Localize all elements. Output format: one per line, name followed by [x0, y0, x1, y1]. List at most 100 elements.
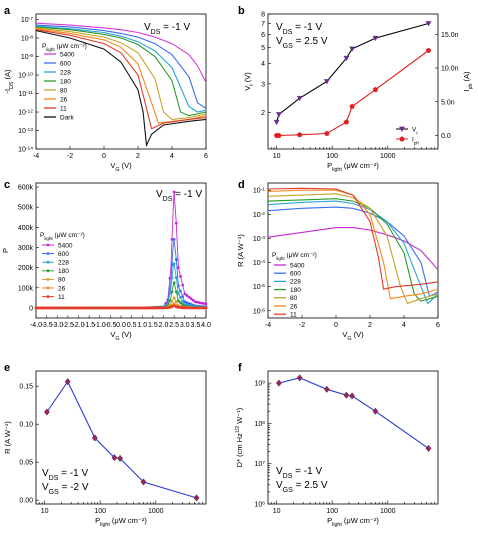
series-point-11: [187, 306, 191, 310]
series-point-5400: [181, 283, 185, 287]
series-point-11: [36, 306, 40, 310]
series-point-5400: [202, 302, 206, 305]
series-point-iph: [349, 103, 355, 109]
x-tick-label: 0.0: [116, 322, 126, 329]
series-point-11: [168, 305, 172, 309]
x-tick-label: -2: [67, 153, 73, 160]
series-point-5400: [174, 221, 178, 225]
y-tick-label: 7: [261, 21, 265, 28]
y-tick-label: 10-13: [18, 127, 33, 136]
series-line-26: [267, 189, 439, 300]
y2-tick-label: 5.0n: [441, 99, 455, 106]
y-tick-label: 500k: [18, 205, 34, 212]
y2-tick-label: 10.0n: [441, 66, 459, 73]
y-tick-label: 0.00: [19, 498, 33, 505]
panel-c: -4.0-3.5-3.0-2.5-2.0-1.5-1.0-0.5 0.0 0.5 1.…: [1, 182, 211, 342]
x-tick-label: 1.5: [148, 322, 158, 329]
series-point-11: [57, 306, 61, 310]
series-line-vt: [276, 22, 429, 123]
x-tick-label: -2.5: [62, 322, 74, 329]
legend-label: 11: [58, 294, 65, 301]
y-tick-label: 10-14: [18, 145, 33, 154]
series-point-11: [68, 306, 72, 310]
series-line-600: [35, 24, 207, 109]
series-point-r: [193, 494, 200, 502]
x-tick-label: 100: [326, 153, 338, 160]
series-point-11: [121, 306, 125, 310]
series-point-180: [176, 299, 180, 303]
x-axis-label: Plight (μW cm⁻²): [327, 161, 379, 173]
x-tick-label: 2: [368, 322, 372, 329]
x-axis-label: VG (V): [342, 330, 364, 342]
y-tick-label: 0.15: [19, 384, 33, 391]
series-point-180: [174, 290, 178, 294]
annotation-vgs: VGS = -2 V: [42, 482, 89, 496]
series-point-iph: [343, 119, 350, 125]
series-point-iph: [276, 132, 282, 138]
series-point-5400: [185, 294, 189, 297]
legend-label: 180: [60, 78, 71, 85]
y-tick-label: 0.10: [19, 422, 33, 429]
annotation: VDS = -1 V: [156, 189, 202, 203]
series-point-11: [108, 306, 112, 310]
annotation-vds: VDS = -1 V: [42, 468, 88, 482]
series-point-vt: [343, 55, 350, 62]
legend-label: 11: [290, 312, 297, 319]
x-tick-label: 6: [204, 153, 208, 160]
series-point-11: [145, 306, 148, 310]
annotation-vgs: VGS = 2.5 V: [276, 480, 328, 494]
series-point-11: [34, 306, 38, 310]
x-tick-label: 1000: [380, 153, 396, 160]
series-point-11: [193, 306, 197, 310]
series-point-iph: [372, 86, 379, 92]
y-tick-label: 300k: [18, 245, 34, 252]
x-tick-label: 2.5: [169, 322, 179, 329]
y-tick-label: 10-1: [253, 186, 265, 195]
series-line-11: [267, 187, 439, 290]
x-tick-label: 0: [334, 322, 338, 329]
series-point-11: [87, 306, 91, 310]
series-point-dstar: [343, 391, 350, 399]
series-point-11: [43, 306, 46, 310]
series-point-5400: [183, 292, 187, 296]
series-point-228: [174, 276, 178, 280]
series-line-180: [267, 198, 439, 302]
legend-label: 26: [60, 96, 68, 103]
series-point-11: [96, 306, 100, 310]
series-point-180: [181, 303, 185, 306]
legend-label: 80: [58, 277, 66, 284]
annotation: VDS = -1 V: [144, 22, 190, 36]
series-point-600: [170, 263, 174, 267]
series-point-11: [47, 306, 51, 310]
x-tick-label: 1000: [380, 508, 396, 515]
panel-letter-c: c: [4, 179, 10, 191]
series-point-11: [198, 306, 202, 310]
series-point-dstar: [296, 374, 303, 382]
series-point-dstar: [349, 392, 356, 400]
panel-letter-f: f: [238, 362, 242, 374]
y-axis-label: R (A W⁻¹): [236, 234, 245, 267]
y-tick-label: 6: [261, 32, 265, 39]
series-point-dstar: [372, 407, 379, 415]
series-line-r: [46, 380, 197, 499]
series-point-11: [64, 306, 68, 310]
series-point-11: [115, 306, 119, 310]
series-point-180: [179, 301, 182, 305]
y-tick-label: 100k: [18, 285, 34, 292]
legend-label: 228: [58, 260, 69, 267]
legend-label: 600: [58, 251, 69, 258]
x-tick-label: 0: [102, 153, 106, 160]
series-point-11: [170, 305, 174, 309]
x-tick-label: 1.0: [137, 322, 147, 329]
y-axis-label: Vt (V): [243, 72, 255, 91]
x-tick-label: -3.5: [41, 322, 53, 329]
plot-frame: [267, 13, 439, 150]
series-point-dstar: [323, 385, 330, 393]
series-point-11: [128, 306, 131, 310]
series-point-11: [79, 306, 83, 310]
y-tick-label: 10-8: [21, 34, 33, 43]
panel-letter-e: e: [4, 362, 10, 374]
legend-marker: [399, 136, 405, 142]
legend-label: 5400: [290, 262, 305, 269]
x-tick-label: 2: [136, 153, 140, 160]
